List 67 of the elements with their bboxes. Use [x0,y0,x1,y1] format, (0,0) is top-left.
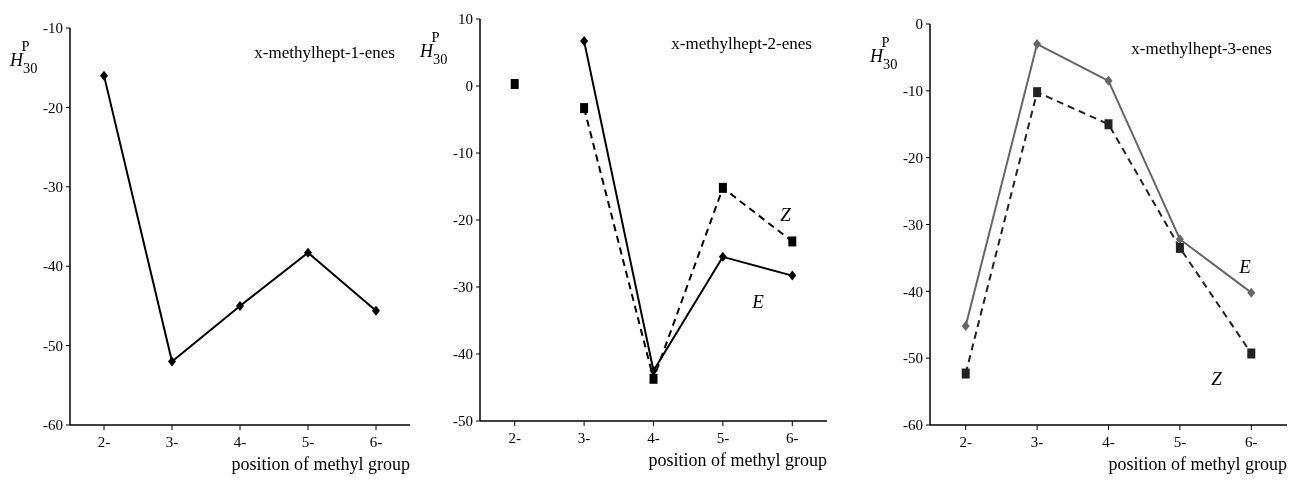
y-tick-label: -60 [903,417,923,434]
point [961,368,970,379]
y-tick-label: -20 [43,99,63,116]
x-tick-label: 3- [165,434,179,450]
point [718,251,727,262]
point [1104,119,1113,130]
y-tick-label: -50 [43,337,63,354]
point [168,356,176,367]
point [372,305,380,316]
y-tick-label: -30 [43,179,63,196]
x-axis-title: position of methyl group [1108,454,1287,474]
point [1033,39,1042,50]
point [304,247,312,258]
x-tick-label: 6- [369,434,383,450]
point [1104,75,1113,86]
x-tick-label: 5- [1173,434,1187,450]
y-tick-label: -10 [453,145,473,162]
text: x-methylhept-1-enes [254,43,395,62]
y-tick-label: -50 [453,413,473,430]
point [580,36,589,47]
series-label: E [751,290,765,312]
point [649,373,658,384]
x-tick-label: 4- [647,430,660,446]
y-tick-label: -30 [453,279,473,296]
y-tick-label: -40 [453,346,473,363]
x-tick-label: 2- [959,434,972,450]
series-label: E [1238,255,1252,277]
y-tick-label: -20 [903,149,923,166]
x-axis-title: position of methyl group [648,450,827,470]
point [788,270,797,281]
point [1247,348,1256,359]
y-tick-label: -20 [453,212,473,229]
x-tick-label: 6- [786,430,799,446]
point [788,236,797,247]
series-label: Z [1211,368,1223,390]
y-tick-label: -30 [903,216,923,233]
point [718,182,727,193]
point [1175,242,1184,253]
x-tick-label: 6- [1245,434,1258,450]
point [961,321,970,332]
y-tick-label: -60 [43,417,63,434]
x-tick-label: 2- [97,434,111,450]
y-tick-label: -10 [43,20,63,37]
point [100,70,108,81]
point [580,103,589,114]
y-tick-label: -40 [43,258,63,275]
x-axis-title: position of methyl group [231,454,410,474]
y-tick-label: -10 [903,83,923,100]
x-tick-label: 3- [577,430,591,446]
x-tick-label: 5- [716,430,730,446]
x-tick-label: 3- [1030,434,1044,450]
point [510,78,519,89]
point [1033,87,1042,98]
series-label: Z [780,204,792,226]
x-tick-label: 4- [1102,434,1115,450]
point [236,300,244,311]
text: x-methylhept-2-enes [671,34,812,53]
point [1247,287,1256,298]
y-tick-label: -50 [903,350,923,367]
y-tick-label: 0 [915,16,923,33]
y-tick-label: -40 [903,283,923,300]
x-tick-label: 2- [508,430,521,446]
text: x-methylhept-3-enes [1131,39,1272,58]
x-tick-label: 4- [233,434,247,450]
x-tick-label: 5- [301,434,315,450]
y-tick-label: 10 [458,11,473,28]
y-tick-label: 0 [465,78,473,95]
